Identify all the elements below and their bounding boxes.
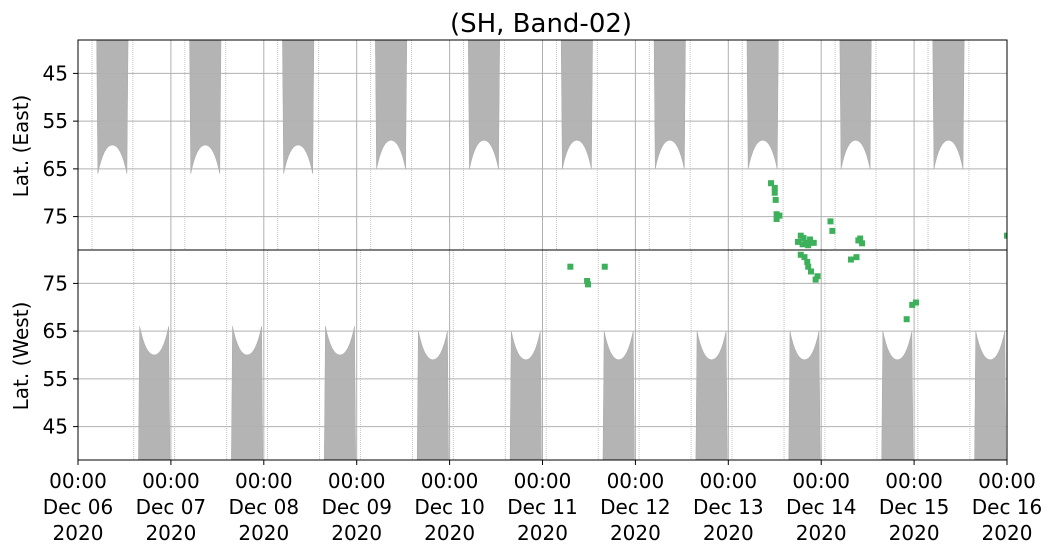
no-data-region [189, 40, 222, 174]
detection-point [768, 180, 775, 187]
detection-point [857, 235, 864, 242]
detection-point [805, 263, 812, 270]
no-data-region [695, 331, 728, 460]
y-axis-label-east: Lat. (East) [9, 95, 33, 198]
x-axis-ticks: 00:00 Dec 06 2020 00:00 Dec 07 2020 00:00 Dec 0… [43, 460, 1043, 545]
no-data-region [974, 331, 1007, 460]
detection-point [800, 235, 807, 242]
no-data-region [746, 40, 779, 169]
x-tick-label: 00:00 Dec 08 2020 [229, 469, 300, 545]
y-tick-label: 55 [43, 109, 68, 133]
detection-point [812, 276, 819, 283]
no-data-region [231, 326, 264, 460]
x-tick-label: 00:00 Dec 09 2020 [321, 469, 392, 545]
no-data-region [375, 40, 408, 169]
detection-point [797, 251, 804, 258]
x-tick-label: 00:00 Dec 06 2020 [43, 469, 114, 545]
no-data-region [324, 326, 356, 460]
no-data-region [602, 331, 635, 460]
detection-point [859, 240, 866, 247]
no-data-region [96, 40, 129, 174]
detection-point [807, 268, 814, 275]
detection-point [1004, 232, 1007, 239]
detection-point [847, 256, 854, 263]
no-data-region [560, 40, 593, 169]
detection-point [794, 238, 801, 245]
detection-point [799, 241, 806, 248]
detection-point [772, 196, 779, 203]
east-panel: 45 55 65 75 [43, 39, 1008, 251]
detection-point [771, 189, 778, 196]
detection-point [807, 236, 814, 243]
detection-point [805, 242, 812, 249]
detection-point [584, 278, 591, 285]
detection-point [909, 301, 916, 308]
no-data-region [788, 331, 821, 460]
detection-point [771, 184, 778, 191]
x-tick-label: 00:00 Dec 10 2020 [414, 469, 485, 545]
y-tick-label: 75 [43, 205, 68, 229]
x-tick-label: 00:00 Dec 14 2020 [786, 469, 857, 545]
detection-point [853, 254, 860, 261]
detection-point [829, 227, 836, 234]
no-data-region [509, 331, 542, 460]
x-tick-label: 00:00 Dec 07 2020 [136, 469, 207, 545]
x-tick-label: 00:00 Dec 16 2020 [972, 469, 1043, 545]
x-tick-label: 00:00 Dec 11 2020 [507, 469, 578, 545]
y-tick-label: 45 [43, 415, 68, 439]
no-data-region [138, 326, 171, 460]
x-tick-label: 00:00 Dec 13 2020 [693, 469, 764, 545]
no-data-region [881, 331, 914, 460]
detection-point [601, 263, 608, 270]
detection-point [585, 281, 592, 288]
x-tick-label: 00:00 Dec 12 2020 [600, 469, 671, 545]
west-panel: 45 55 65 75 [43, 249, 1008, 461]
y-tick-label: 45 [43, 61, 68, 85]
detection-point [827, 218, 834, 225]
no-data-region [282, 40, 315, 174]
detection-point [903, 316, 910, 323]
detection-point [776, 212, 783, 219]
y-tick-label: 75 [43, 271, 68, 295]
detection-point [773, 215, 780, 222]
no-data-region [932, 40, 965, 169]
y-tick-label: 65 [43, 157, 68, 181]
chart-title: (SH, Band-02) [450, 9, 632, 39]
detection-point [567, 263, 574, 270]
detection-point [810, 239, 817, 246]
detection-point [801, 254, 808, 261]
no-data-region [839, 40, 872, 169]
detection-point [912, 299, 919, 306]
no-data-region [653, 40, 686, 169]
x-tick-label: 00:00 Dec 15 2020 [879, 469, 950, 545]
no-data-region [416, 331, 449, 460]
y-axis-label-west: Lat. (West) [9, 302, 33, 411]
y-tick-label: 55 [43, 367, 68, 391]
detection-point [804, 258, 811, 265]
no-data-region [468, 40, 500, 169]
y-tick-label: 65 [43, 319, 68, 343]
detection-point [814, 273, 821, 280]
